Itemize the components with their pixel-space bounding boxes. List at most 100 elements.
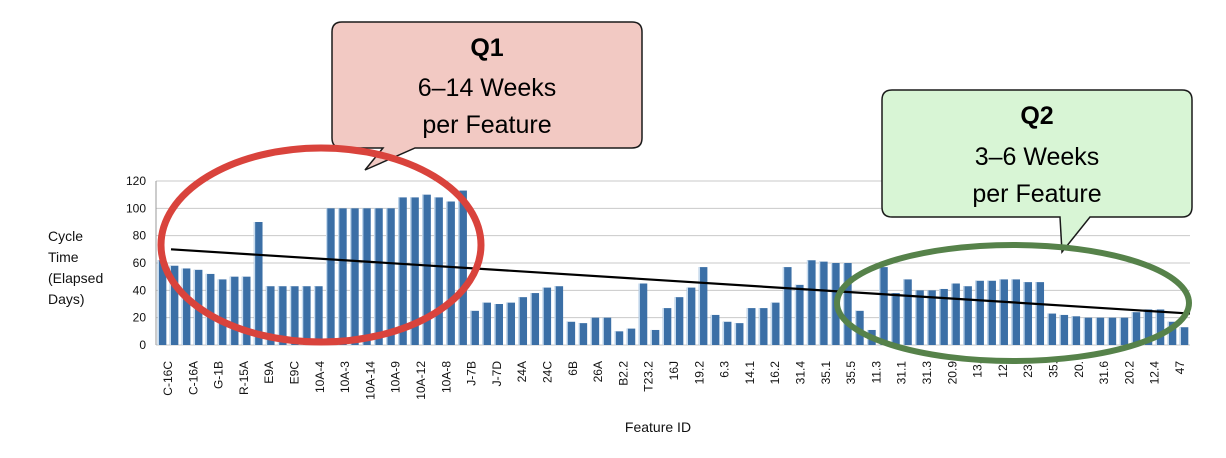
bar-highlight: [470, 310, 472, 345]
bar-highlight: [1179, 327, 1181, 345]
bar: [1131, 312, 1141, 345]
bar: [891, 293, 900, 345]
x-tick-label: 20.: [1072, 361, 1086, 378]
x-tick-label: 6B: [566, 361, 580, 376]
q2-callout-line2: per Feature: [972, 180, 1101, 208]
bar: [626, 328, 636, 345]
bar: [554, 286, 564, 345]
y-tick-label: 40: [133, 283, 147, 297]
bar-highlight: [241, 276, 244, 345]
bar-highlight: [530, 293, 532, 345]
q1-callout: Q1 6–14 Weeks per Feature: [331, 21, 643, 171]
bar-highlight: [1143, 309, 1145, 345]
x-tick-label: E9A: [262, 361, 276, 384]
bar-highlight: [710, 314, 713, 345]
bar: [398, 197, 407, 345]
x-tick-label: 12.: [996, 361, 1010, 378]
x-tick-label: 23.: [1021, 361, 1035, 378]
bar: [157, 260, 167, 345]
x-tick-label: 10A-4: [313, 361, 327, 393]
bar-highlight: [157, 260, 159, 345]
x-tick-label: 20.9: [945, 361, 959, 385]
x-tick-label: C-16C: [161, 361, 175, 396]
bar-highlight: [1035, 282, 1037, 345]
bar: [963, 286, 972, 345]
bar-highlight: [843, 263, 845, 345]
bar: [999, 279, 1008, 345]
bar-highlight: [422, 194, 424, 345]
x-tick-label: 13.: [971, 361, 985, 378]
x-tick-label: 6.3: [718, 361, 732, 378]
q2-highlight-ellipse: [834, 242, 1192, 364]
x-tick-label: 16.2: [768, 361, 782, 385]
bar-highlight: [362, 208, 364, 345]
bar-highlight: [229, 276, 232, 345]
bar: [482, 302, 491, 345]
bar: [338, 208, 347, 345]
bar-highlight: [217, 279, 220, 345]
x-tick-label: 24A: [515, 361, 529, 382]
bar-highlight: [446, 201, 448, 345]
y-axis-title-line: Time: [48, 249, 79, 265]
bar-highlight: [506, 302, 508, 345]
bar-highlight: [794, 284, 797, 345]
bar: [422, 194, 431, 345]
y-axis-title-line: Cycle: [48, 228, 83, 244]
bar: [879, 267, 888, 345]
bar: [903, 279, 912, 345]
bar: [590, 317, 600, 345]
q2-callout-line1: 3–6 Weeks: [975, 143, 1100, 171]
bar-highlight: [915, 290, 917, 345]
bar: [650, 329, 660, 345]
bar: [722, 321, 732, 345]
bar-highlight: [939, 288, 941, 345]
x-tick-label: 20.2: [1122, 361, 1136, 385]
bar: [362, 208, 371, 345]
bar: [698, 267, 708, 345]
bar: [638, 283, 648, 345]
bar: [494, 304, 503, 345]
x-tick-label: G-1B: [212, 361, 226, 389]
bar-highlight: [374, 208, 376, 345]
bar: [1179, 327, 1189, 345]
bar: [1035, 282, 1045, 345]
bar: [746, 308, 756, 345]
bar: [350, 208, 359, 345]
bar-highlight: [638, 283, 640, 345]
bar-highlight: [602, 317, 604, 345]
bar: [578, 323, 588, 345]
bar-highlight: [578, 323, 580, 345]
y-tick-label: 60: [133, 256, 147, 270]
bar: [241, 276, 251, 345]
bar-highlight: [674, 297, 676, 345]
bar-highlight: [1131, 312, 1133, 345]
q1-callout-title: Q1: [470, 34, 503, 62]
bar-highlight: [169, 265, 172, 345]
x-tick-label: 10A-8: [439, 361, 453, 393]
bar: [301, 286, 311, 345]
bar: [710, 314, 720, 345]
bar: [1143, 309, 1153, 345]
q2-callout-title: Q2: [1020, 102, 1053, 130]
bar-highlight: [686, 287, 689, 345]
x-tick-label: C-16A: [186, 361, 200, 395]
bar: [386, 208, 395, 345]
bar-highlight: [410, 197, 412, 345]
bar: [326, 208, 335, 345]
bar-highlight: [1023, 282, 1025, 345]
bar-highlight: [494, 304, 496, 345]
x-tick-label: 35.1: [819, 361, 833, 385]
bar: [951, 283, 960, 345]
x-tick-label: 10A-12: [414, 361, 428, 400]
x-tick-label: 31.3: [920, 361, 934, 385]
x-tick-label: 10A-14: [363, 361, 377, 400]
bar-highlight: [1119, 317, 1121, 345]
x-tick-labels: C-16C C-16A G-1B R-15A E9A E9C 10A-4 10A-3 10A-1…: [161, 361, 1187, 400]
bar-highlight: [181, 268, 184, 345]
bar: [229, 276, 239, 345]
bar: [470, 310, 479, 345]
q2-callout-bubble: [881, 89, 1193, 254]
x-tick-label: 11.3: [869, 361, 883, 384]
bar: [927, 290, 936, 345]
x-tick-label: 26A: [591, 361, 605, 382]
